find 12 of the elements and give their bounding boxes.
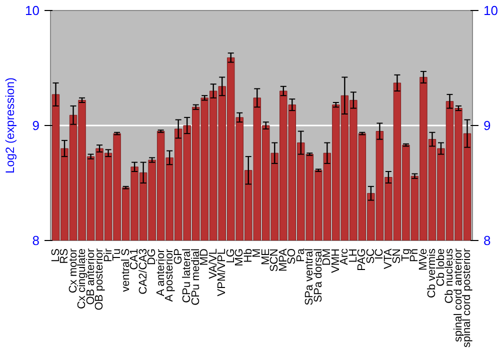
x-tick-label: spinal cord posterior — [461, 248, 474, 348]
y-tick-label: 8 — [32, 233, 40, 248]
y2-tick-label: 9 — [484, 118, 491, 133]
y-tick-label: 10 — [25, 3, 40, 18]
y-axis-title: Log2 (expression) — [3, 77, 18, 174]
y2-tick-label: 10 — [484, 3, 498, 18]
y-tick-label: 9 — [32, 118, 40, 133]
x-tick-label: RS — [58, 248, 71, 264]
x-tick-label: OB posterior — [94, 248, 106, 310]
x-tick-label: Tg — [400, 248, 412, 262]
x-tick-label: A posterior — [164, 248, 176, 302]
y2-tick-label: 8 — [484, 233, 491, 248]
